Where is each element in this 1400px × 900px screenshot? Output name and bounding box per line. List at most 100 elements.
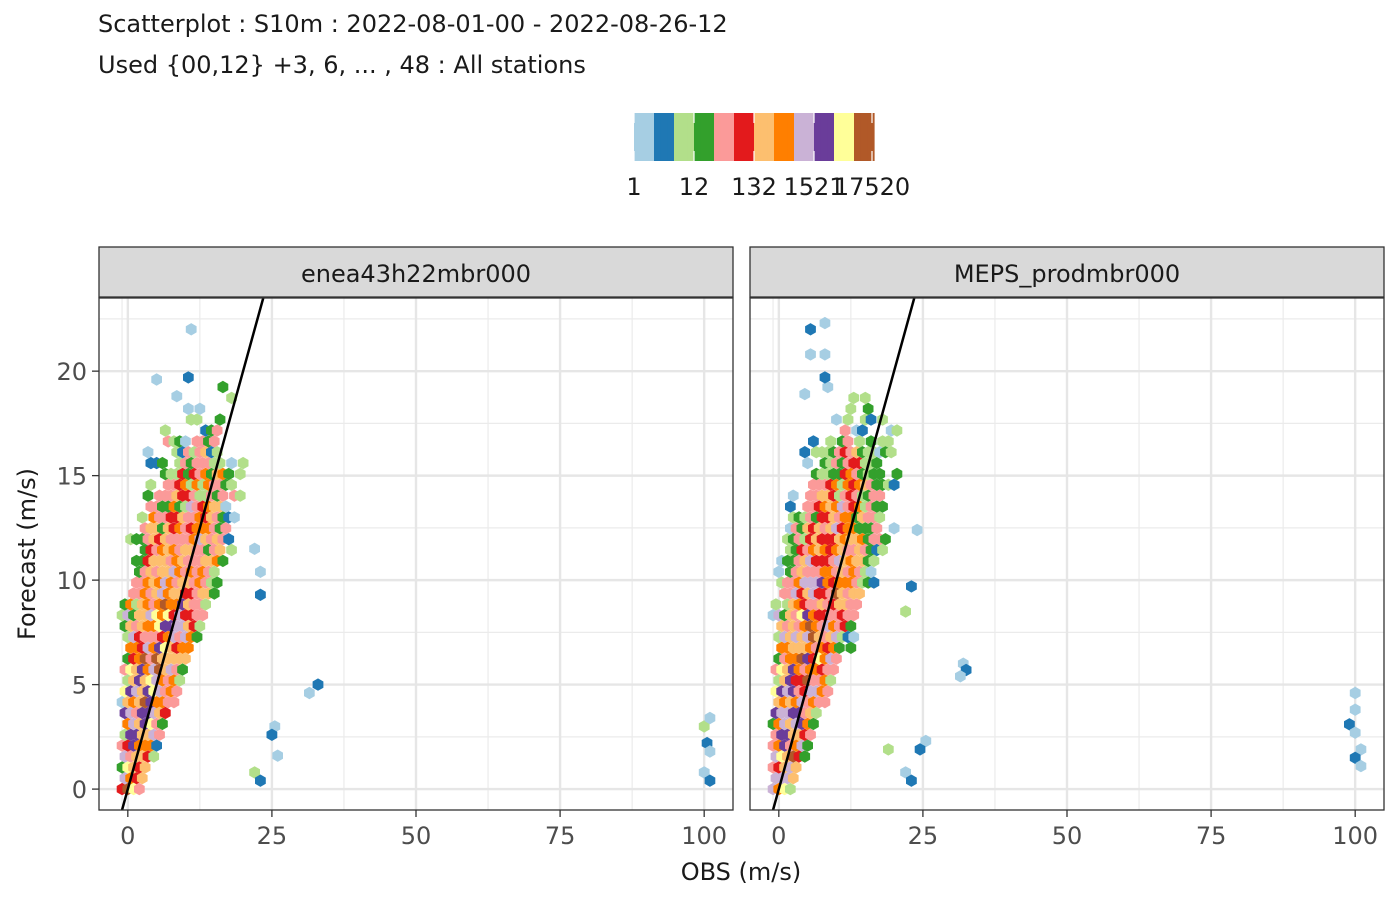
hexbin-cell <box>226 543 237 557</box>
hexbin-cell <box>220 500 232 513</box>
hexbin-cell <box>220 522 232 535</box>
hexbin-cell <box>223 467 235 481</box>
hexbin-cell <box>142 489 154 502</box>
legend-color-segment <box>707 113 715 161</box>
x-axis-title: OBS (m/s) <box>681 858 802 886</box>
hexbin-cell <box>874 511 886 524</box>
hexbin-cell <box>877 543 888 557</box>
hexbin-cell <box>194 619 206 633</box>
hexbin-outlier-cell <box>1355 743 1367 756</box>
x-tick-label: 100 <box>1332 822 1378 850</box>
x-tick-label: 75 <box>545 822 576 850</box>
hexbin-cell <box>234 489 246 502</box>
hexbin-cell <box>234 467 246 481</box>
hexbin-cell <box>848 391 860 405</box>
x-tick-label: 0 <box>120 822 135 850</box>
hexbin-cell <box>217 380 229 394</box>
hexbin-outlier-cell <box>704 745 716 758</box>
hexbin-cell <box>880 533 891 546</box>
x-tick-label: 25 <box>257 822 288 850</box>
hexbin-cell <box>787 772 799 785</box>
hexbin-outlier-cell <box>312 678 324 691</box>
hexbin-cell <box>868 554 880 568</box>
hexbin-outlier-cell <box>914 743 926 756</box>
hexbin-outlier-cell <box>900 605 911 618</box>
color-legend: 1 12 132 1521 17520 <box>626 113 910 201</box>
hexbin-cell <box>217 554 229 568</box>
legend-label-1521: 1521 <box>783 173 844 201</box>
legend-color-segment <box>787 113 795 161</box>
y-tick-label: 0 <box>72 776 87 804</box>
hexbin-cell <box>157 456 168 470</box>
hexbin-cell <box>802 739 813 752</box>
plot-title: Scatterplot : S10m : 2022-08-01-00 - 202… <box>98 10 728 38</box>
legend-color-segment <box>780 113 788 161</box>
hexbin-cell <box>229 511 240 524</box>
y-tick-label: 15 <box>56 463 87 491</box>
y-axis-title: Forecast (m/s) <box>13 468 41 640</box>
legend-color-segment <box>740 113 748 161</box>
hexbin-cell <box>808 717 819 731</box>
hexbin-outlier-cell <box>1349 703 1361 716</box>
hexbin-cell <box>865 413 877 426</box>
hexbin-outlier-cell <box>249 542 260 555</box>
x-tick-label: 25 <box>908 822 939 850</box>
hexbin-cell <box>805 728 816 741</box>
hexbin-cell <box>136 772 148 785</box>
hexbin-cell <box>848 630 860 644</box>
hexbin-outlier-cell <box>906 774 917 787</box>
legend-label-17520: 17520 <box>834 173 910 201</box>
hexbin-cell <box>851 598 862 611</box>
hexbin-cell <box>157 717 168 731</box>
hexbin-outlier-cell <box>1349 686 1361 700</box>
hexbin-cell <box>831 652 842 665</box>
hexbin-cell <box>834 641 845 654</box>
legend-colorbar <box>634 113 875 161</box>
legend-color-segment <box>747 113 755 161</box>
y-tick-label: 5 <box>72 672 87 700</box>
hexbin-outlier-cell <box>906 580 917 593</box>
legend-color-segment <box>767 113 775 161</box>
hexbin-outlier-cell <box>805 348 816 361</box>
legend-color-segment <box>814 113 822 161</box>
hexbin-outlier-cell <box>183 371 194 384</box>
hexbin-cell <box>819 696 831 709</box>
legend-color-segment <box>834 113 842 161</box>
hexbin-cell <box>799 750 811 763</box>
legend-color-segment <box>700 113 708 161</box>
hexbin-cell <box>151 739 162 752</box>
hexbin-outlier-cell <box>883 743 894 756</box>
legend-color-segment <box>680 113 688 161</box>
hexbin-cell <box>208 435 220 448</box>
legend-color-segment <box>827 113 835 161</box>
hexbin-cell <box>877 500 888 513</box>
hexbin-cell <box>208 565 220 578</box>
hexbin-outlier-cell <box>304 686 315 700</box>
hexbin-cell <box>148 750 160 763</box>
hexbin-cell <box>848 609 860 622</box>
hexbin-cell <box>828 663 839 676</box>
hexbin-outlier-cell <box>1349 726 1361 739</box>
facet-strip <box>98 246 734 298</box>
hexbin-outlier-cell <box>255 565 266 578</box>
hexbin-outlier-cell <box>151 373 162 386</box>
x-tick-label: 0 <box>771 822 786 850</box>
hexbin-cell <box>883 435 894 448</box>
hexbin-cell <box>171 685 183 698</box>
hexbin-cell <box>888 478 900 491</box>
hexbin-cell <box>159 424 171 437</box>
hexbin-cell <box>136 511 148 524</box>
hexbin-cell <box>857 424 868 437</box>
hexbin-cell <box>180 435 191 448</box>
hexbin-outlier-cell <box>249 766 260 779</box>
hexbin-cell <box>174 674 186 687</box>
hexbin-outlier-cell <box>819 371 831 384</box>
hexbin-cell <box>874 489 886 502</box>
hexbin-cell <box>208 587 220 600</box>
y-tick-label: 10 <box>56 567 87 595</box>
legend-color-segment <box>640 113 648 161</box>
legend-label-1: 1 <box>626 173 641 201</box>
hexbin-cell <box>888 522 900 535</box>
hexbin-outlier-cell <box>1355 759 1367 773</box>
